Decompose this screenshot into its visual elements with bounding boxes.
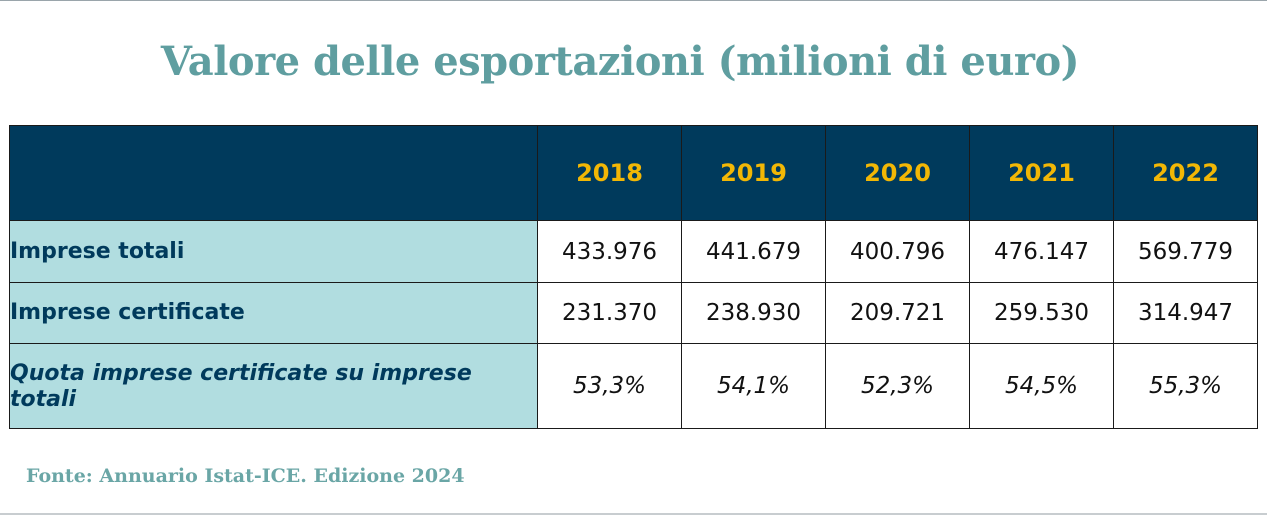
row-label: Quota imprese certificate su imprese tot…: [9, 343, 538, 429]
table-cell: 209.721: [825, 282, 970, 344]
table-row-imprese-certificate: Imprese certificate 231.370 238.930 209.…: [9, 282, 1258, 344]
table-cell: 441.679: [681, 220, 826, 283]
year-header-2021: 2021: [969, 125, 1114, 221]
table-cell: 238.930: [681, 282, 826, 344]
table-cell: 433.976: [537, 220, 682, 283]
table-cell: 54,1%: [681, 343, 826, 429]
year-header-2019: 2019: [681, 125, 826, 221]
exports-table: 2018 2019 2020 2021 2022 Imprese totali …: [9, 125, 1258, 429]
table-cell: 55,3%: [1113, 343, 1258, 429]
year-header-2020: 2020: [825, 125, 970, 221]
table-cell: 259.530: [969, 282, 1114, 344]
row-label: Imprese certificate: [9, 282, 538, 344]
table-cell: 476.147: [969, 220, 1114, 283]
header-empty-cell: [9, 125, 538, 221]
table-cell: 400.796: [825, 220, 970, 283]
table-row-imprese-totali: Imprese totali 433.976 441.679 400.796 4…: [9, 220, 1258, 283]
table-cell: 314.947: [1113, 282, 1258, 344]
table-cell: 52,3%: [825, 343, 970, 429]
slide-top-border: [0, 0, 1267, 1]
year-header-2018: 2018: [537, 125, 682, 221]
table-row-quota: Quota imprese certificate su imprese tot…: [9, 343, 1258, 429]
table-cell: 54,5%: [969, 343, 1114, 429]
table-cell: 231.370: [537, 282, 682, 344]
year-header-2022: 2022: [1113, 125, 1258, 221]
table-header-row: 2018 2019 2020 2021 2022: [9, 125, 1258, 221]
row-label: Imprese totali: [9, 220, 538, 283]
slide-title: Valore delle esportazioni (milioni di eu…: [160, 38, 1080, 85]
table-cell: 569.779: [1113, 220, 1258, 283]
table-cell: 53,3%: [537, 343, 682, 429]
slide-bottom-border: [0, 513, 1267, 515]
source-note: Fonte: Annuario Istat-ICE. Edizione 2024: [26, 465, 465, 487]
